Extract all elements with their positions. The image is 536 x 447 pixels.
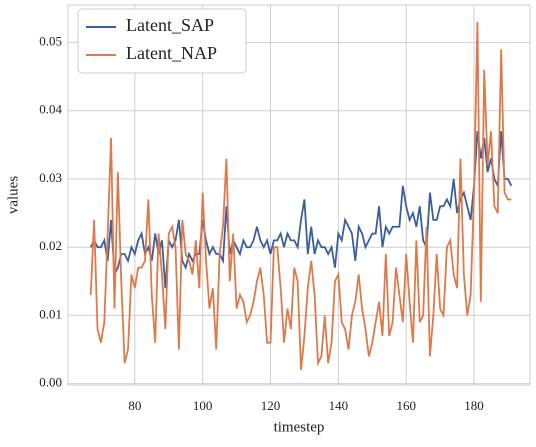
x-tick-label: 140 [329, 398, 349, 413]
series-line [89, 131, 513, 289]
legend: Latent_SAP Latent_NAP [77, 8, 247, 74]
y-tick-label: 0.03 [39, 170, 62, 185]
y-tick-label: 0.05 [39, 34, 62, 49]
x-tick-label: 120 [261, 398, 281, 413]
y-tick-label: 0.01 [39, 306, 62, 321]
y-tick-label: 0.04 [39, 102, 62, 117]
y-tick-label: 0.02 [39, 238, 62, 253]
x-tick-label: 100 [193, 398, 213, 413]
x-tick-label: 160 [396, 398, 416, 413]
legend-label: Latent_SAP [126, 15, 214, 35]
x-axis-label: timestep [274, 419, 325, 435]
series-line [89, 22, 512, 371]
x-tick-label: 180 [464, 398, 484, 413]
legend-box [77, 8, 247, 74]
y-axis-label: values [5, 176, 21, 214]
y-tick-label: 0.00 [39, 375, 62, 390]
legend-label: Latent_NAP [126, 43, 217, 63]
x-tick-label: 80 [128, 398, 141, 413]
